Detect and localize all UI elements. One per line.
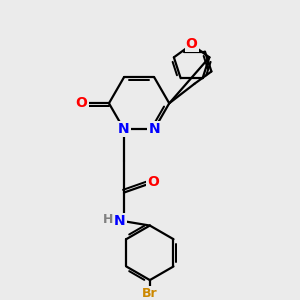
Text: Br: Br <box>142 286 158 299</box>
Text: O: O <box>186 38 198 51</box>
Text: O: O <box>76 96 88 110</box>
Text: N: N <box>118 122 130 136</box>
Text: H: H <box>103 213 113 226</box>
Text: N: N <box>148 122 160 136</box>
Text: O: O <box>147 176 159 190</box>
Text: N: N <box>114 214 125 228</box>
